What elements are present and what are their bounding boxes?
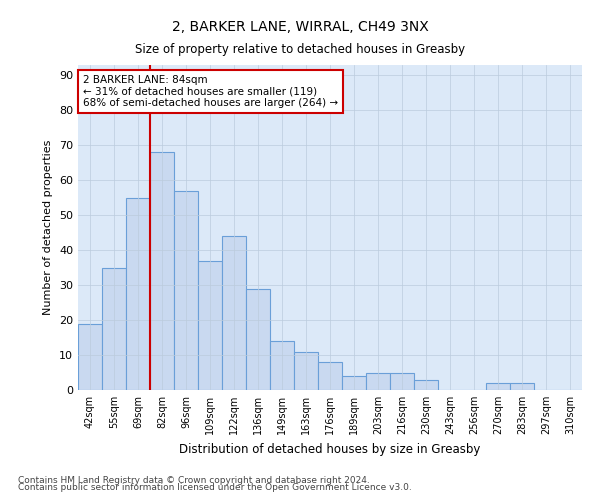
Text: 2 BARKER LANE: 84sqm
← 31% of detached houses are smaller (119)
68% of semi-deta: 2 BARKER LANE: 84sqm ← 31% of detached h… [83,74,338,108]
Bar [198,260,222,390]
Bar [294,352,318,390]
Bar [486,383,510,390]
Bar [414,380,438,390]
Bar [390,372,414,390]
Bar [150,152,174,390]
Bar [318,362,342,390]
Bar [126,198,150,390]
Y-axis label: Number of detached properties: Number of detached properties [43,140,53,315]
Bar [102,268,126,390]
Text: Contains HM Land Registry data © Crown copyright and database right 2024.: Contains HM Land Registry data © Crown c… [18,476,370,485]
Bar [270,341,294,390]
Text: Contains public sector information licensed under the Open Government Licence v3: Contains public sector information licen… [18,484,412,492]
Bar [78,324,102,390]
Bar [174,191,198,390]
Bar [342,376,366,390]
Bar [366,372,390,390]
X-axis label: Distribution of detached houses by size in Greasby: Distribution of detached houses by size … [179,442,481,456]
Bar [222,236,246,390]
Bar [510,383,534,390]
Text: Size of property relative to detached houses in Greasby: Size of property relative to detached ho… [135,42,465,56]
Text: 2, BARKER LANE, WIRRAL, CH49 3NX: 2, BARKER LANE, WIRRAL, CH49 3NX [172,20,428,34]
Bar [246,288,270,390]
